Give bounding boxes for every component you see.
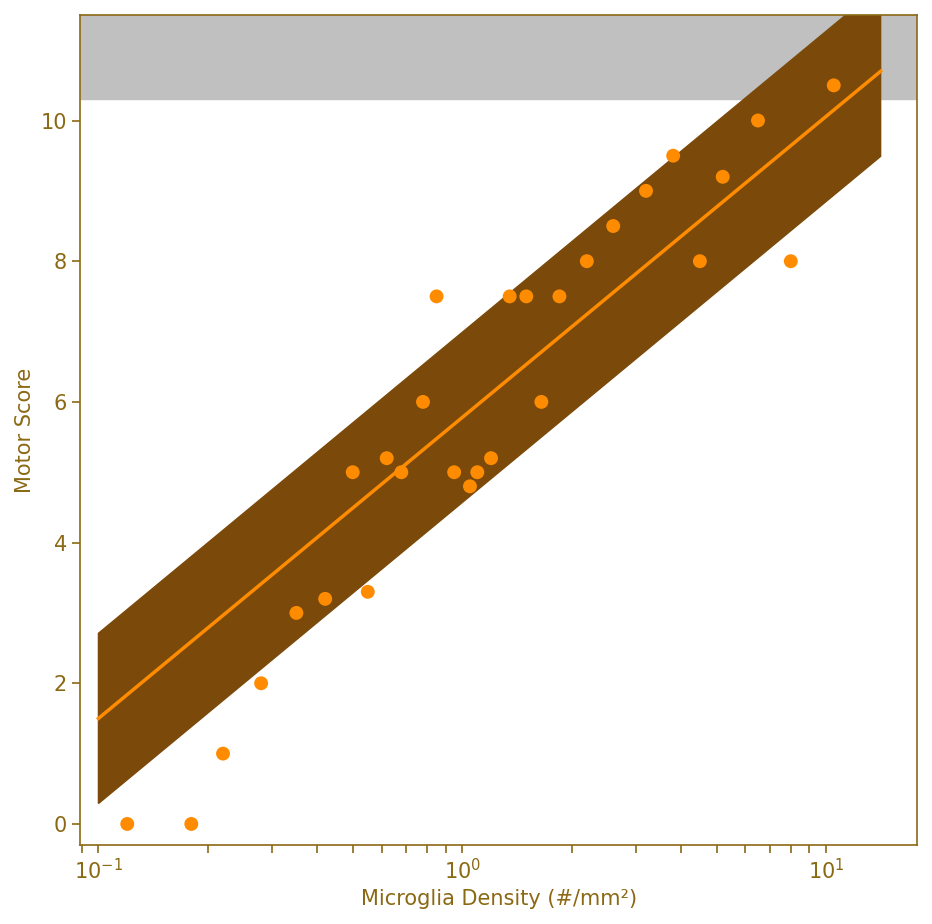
Point bbox=[692, 254, 707, 269]
Point bbox=[446, 465, 461, 480]
Point bbox=[638, 184, 653, 199]
Point bbox=[470, 465, 485, 480]
Point bbox=[750, 113, 765, 128]
Point bbox=[394, 465, 409, 480]
Point bbox=[827, 78, 842, 92]
Point bbox=[519, 289, 534, 304]
Point bbox=[120, 817, 135, 832]
Bar bbox=[80, 15, 917, 100]
Point bbox=[429, 289, 444, 304]
Point bbox=[318, 591, 333, 606]
Point bbox=[502, 289, 517, 304]
Point bbox=[484, 451, 499, 466]
Point bbox=[215, 747, 230, 761]
Point bbox=[783, 254, 798, 269]
Point bbox=[552, 289, 567, 304]
Point bbox=[715, 169, 730, 184]
Y-axis label: Motor Score: Motor Score bbox=[15, 368, 35, 492]
Point bbox=[345, 465, 360, 480]
Point bbox=[254, 675, 268, 690]
Point bbox=[462, 479, 477, 493]
Polygon shape bbox=[99, 0, 881, 804]
Point bbox=[289, 605, 304, 620]
X-axis label: Microglia Density (#/mm²): Microglia Density (#/mm²) bbox=[361, 889, 637, 909]
Point bbox=[416, 395, 431, 409]
Point bbox=[361, 584, 376, 599]
Point bbox=[184, 817, 199, 832]
Point bbox=[534, 395, 549, 409]
Point bbox=[580, 254, 595, 269]
Point bbox=[606, 219, 621, 234]
Point bbox=[665, 148, 680, 163]
Point bbox=[379, 451, 394, 466]
